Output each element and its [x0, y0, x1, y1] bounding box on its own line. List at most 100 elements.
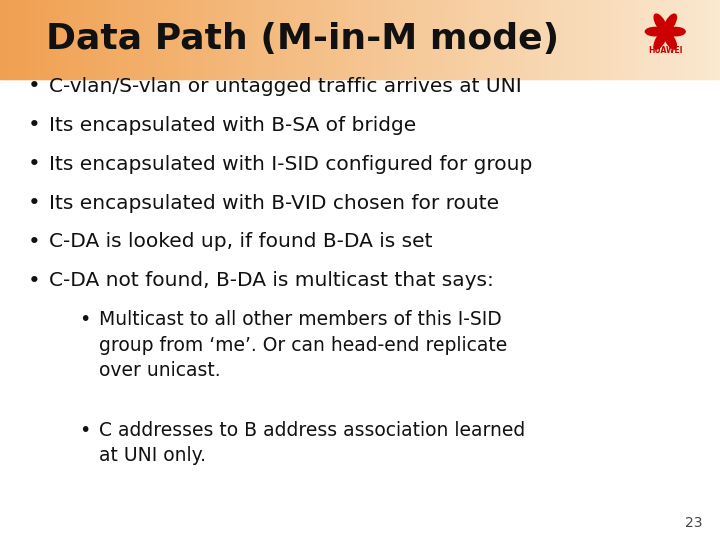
Bar	[713, 0, 716, 79]
Bar	[384, 0, 387, 79]
Bar	[394, 0, 397, 79]
Bar	[504, 0, 508, 79]
Bar	[60, 0, 63, 79]
Text: •: •	[27, 76, 40, 97]
Bar	[423, 0, 426, 79]
Bar	[358, 0, 361, 79]
Bar	[266, 0, 270, 79]
Bar	[146, 0, 150, 79]
Bar	[526, 0, 529, 79]
Bar	[34, 0, 37, 79]
Bar	[91, 0, 94, 79]
Bar	[115, 0, 119, 79]
Bar	[473, 0, 476, 79]
Bar	[43, 0, 47, 79]
Bar	[353, 0, 356, 79]
Bar	[41, 0, 44, 79]
Bar	[362, 0, 366, 79]
Bar	[2, 0, 6, 79]
Bar	[338, 0, 342, 79]
Bar	[127, 0, 130, 79]
Bar	[317, 0, 320, 79]
Bar	[607, 0, 611, 79]
Bar	[675, 0, 678, 79]
Bar	[588, 0, 591, 79]
Bar	[22, 0, 25, 79]
Bar	[698, 0, 702, 79]
Bar	[497, 0, 500, 79]
Bar	[598, 0, 601, 79]
Bar	[567, 0, 570, 79]
Text: C-vlan/S-vlan or untagged traffic arrives at UNI: C-vlan/S-vlan or untagged traffic arrive…	[49, 77, 522, 96]
Bar	[45, 0, 49, 79]
Bar	[245, 0, 248, 79]
Bar	[178, 0, 181, 79]
Bar	[711, 0, 714, 79]
Bar	[624, 0, 627, 79]
Bar	[677, 0, 680, 79]
Bar	[302, 0, 306, 79]
Bar	[276, 0, 279, 79]
Bar	[113, 0, 116, 79]
Bar	[612, 0, 616, 79]
Bar	[17, 0, 20, 79]
Bar	[437, 0, 440, 79]
Bar	[405, 0, 409, 79]
Bar	[149, 0, 152, 79]
Bar	[166, 0, 169, 79]
Text: C-DA not found, B-DA is multicast that says:: C-DA not found, B-DA is multicast that s…	[49, 271, 494, 291]
Bar	[151, 0, 155, 79]
Bar	[163, 0, 166, 79]
Bar	[189, 0, 193, 79]
Text: •: •	[27, 193, 40, 213]
Bar	[461, 0, 464, 79]
Bar	[79, 0, 83, 79]
Bar	[110, 0, 114, 79]
Bar	[576, 0, 580, 79]
Bar	[58, 0, 61, 79]
Bar	[470, 0, 474, 79]
Bar	[427, 0, 431, 79]
Bar	[708, 0, 711, 79]
Bar	[238, 0, 241, 79]
Bar	[14, 0, 18, 79]
Bar	[636, 0, 639, 79]
Bar	[36, 0, 40, 79]
Bar	[605, 0, 608, 79]
Bar	[180, 0, 184, 79]
Bar	[168, 0, 171, 79]
Bar	[288, 0, 292, 79]
Bar	[225, 0, 229, 79]
Bar	[718, 0, 720, 79]
Bar	[286, 0, 289, 79]
Bar	[94, 0, 97, 79]
Bar	[243, 0, 246, 79]
Bar	[72, 0, 76, 79]
Bar	[279, 0, 282, 79]
Bar	[403, 0, 407, 79]
Bar	[250, 0, 253, 79]
Bar	[459, 0, 462, 79]
Bar	[355, 0, 359, 79]
Bar	[48, 0, 51, 79]
Bar	[521, 0, 524, 79]
Bar	[696, 0, 699, 79]
Bar	[595, 0, 598, 79]
Bar	[643, 0, 647, 79]
Bar	[490, 0, 493, 79]
Bar	[670, 0, 673, 79]
Bar	[667, 0, 670, 79]
Bar	[142, 0, 145, 79]
Bar	[221, 0, 224, 79]
Bar	[374, 0, 378, 79]
Bar	[377, 0, 380, 79]
Bar	[158, 0, 162, 79]
Bar	[648, 0, 652, 79]
Bar	[257, 0, 260, 79]
Bar	[103, 0, 107, 79]
Bar	[173, 0, 176, 79]
Bar	[672, 0, 675, 79]
Bar	[495, 0, 498, 79]
Bar	[281, 0, 284, 79]
Bar	[223, 0, 227, 79]
